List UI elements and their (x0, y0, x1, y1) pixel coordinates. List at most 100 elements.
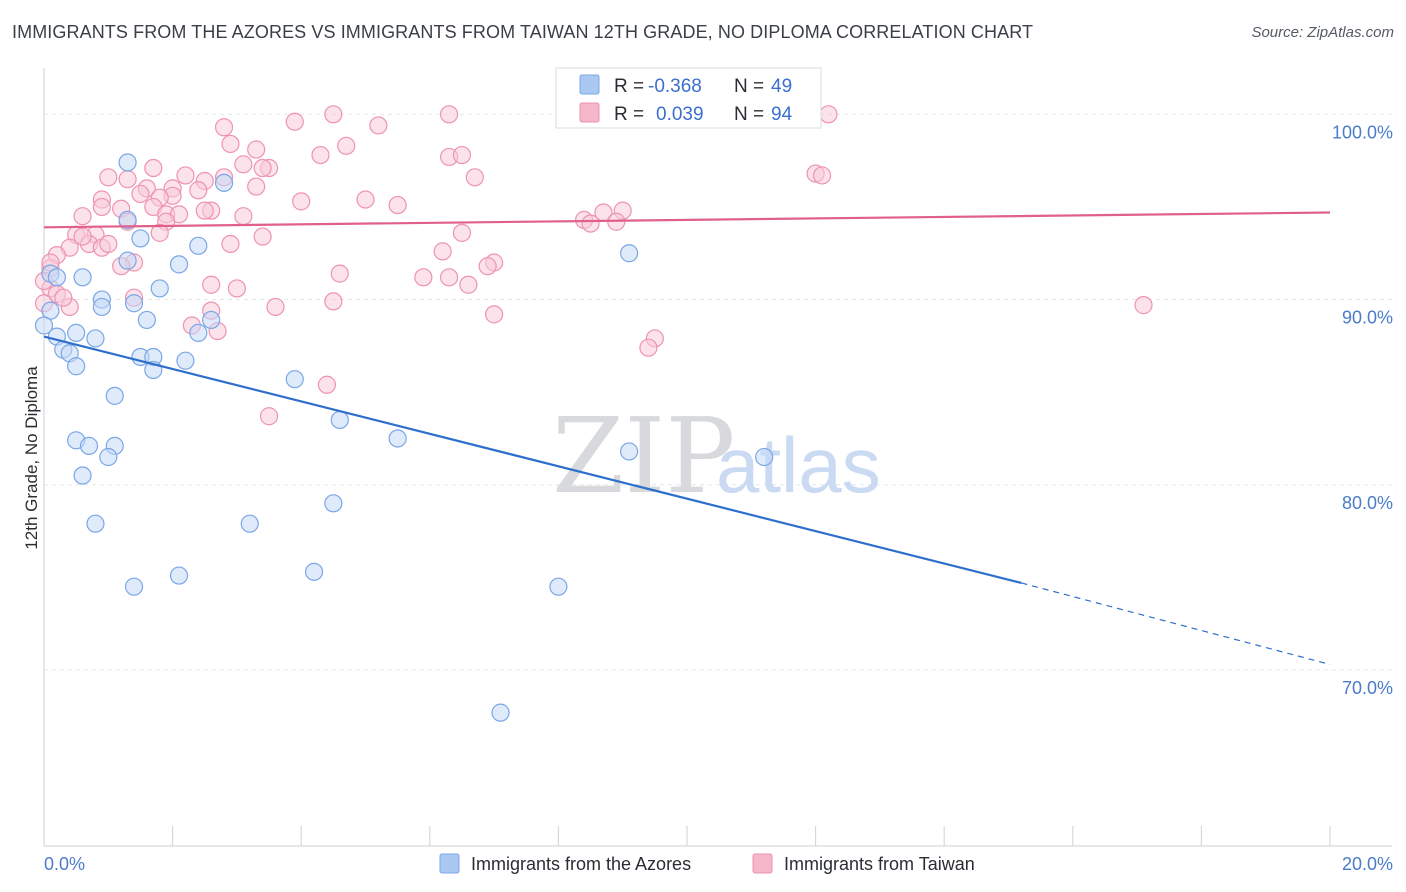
legend-n-value-azores: 49 (771, 76, 792, 97)
point-s0-30 (105, 386, 124, 405)
axes (43, 68, 1392, 847)
point-s1-68 (414, 268, 433, 287)
y-tick-label-2: 80.0% (1342, 493, 1393, 513)
y-tick-labels: 100.0% 90.0% 80.0% 70.0% (1332, 122, 1393, 698)
point-s0-41 (86, 514, 105, 533)
point-s1-2 (819, 105, 838, 124)
y-tick-label-1: 90.0% (1342, 308, 1393, 328)
point-s1-4 (369, 116, 388, 135)
point-s0-42 (240, 514, 259, 533)
point-s1-11 (311, 145, 330, 165)
legend-r-label-taiwan: R = (614, 104, 644, 125)
point-s1-10 (452, 145, 472, 165)
point-s0-18 (67, 323, 86, 342)
point-s0-9 (73, 268, 92, 287)
point-s0-37 (755, 447, 774, 467)
point-s1-28 (131, 184, 150, 204)
point-s1-72 (202, 275, 221, 294)
point-s0-2 (118, 210, 137, 229)
point-s1-18 (176, 166, 195, 185)
point-s1-49 (581, 214, 600, 233)
point-s0-6 (118, 251, 137, 270)
point-s1-64 (478, 257, 497, 276)
point-s0-44 (169, 566, 189, 585)
point-s0-43 (304, 562, 324, 581)
legend-frame (555, 67, 822, 129)
point-s1-6 (337, 136, 356, 155)
legend-r-value-azores: -0.368 (648, 76, 702, 97)
watermark-zip: ZIP (552, 395, 735, 517)
point-s1-85 (639, 338, 658, 357)
point-s1-3 (285, 112, 304, 131)
point-s1-42 (73, 207, 92, 226)
bottom-legend-swatch-taiwan (752, 853, 773, 874)
bottom-legend-label-azores: Immigrants from the Azores (471, 854, 691, 874)
correlation-legend: R = -0.368 N = 49 R = 0.039 N = 94 (555, 67, 822, 129)
point-s1-81 (1134, 296, 1153, 315)
point-s1-0 (324, 105, 343, 124)
point-s0-29 (285, 370, 304, 389)
x-tick-label-0: 0.0% (44, 854, 85, 874)
point-s1-55 (452, 223, 472, 242)
trend-line-s0 (43, 335, 1022, 585)
point-s0-38 (99, 447, 118, 467)
point-s1-15 (253, 158, 272, 178)
legend-n-value-taiwan: 94 (771, 104, 793, 125)
bottom-legend-swatch-azores (439, 853, 460, 874)
point-s1-1 (439, 105, 459, 124)
point-s0-45 (124, 577, 144, 596)
legend-r-label-azores: R = (614, 76, 644, 97)
point-s0-10 (150, 279, 169, 298)
point-s1-16 (99, 168, 118, 187)
point-s1-12 (234, 155, 253, 174)
point-s0-8 (47, 268, 66, 287)
point-s0-0 (118, 153, 137, 172)
point-s1-91 (99, 234, 118, 254)
point-s1-34 (92, 197, 111, 217)
point-s1-43 (234, 207, 253, 226)
legend-swatch-azores (579, 74, 600, 95)
y-tick-label-3: 70.0% (1342, 678, 1393, 698)
series-0-points (34, 153, 774, 722)
watermark-atlas: atlas (716, 421, 881, 509)
point-s0-34 (79, 436, 99, 455)
point-s1-69 (439, 268, 459, 287)
point-s0-33 (388, 429, 407, 448)
point-s1-79 (485, 305, 504, 324)
point-s1-32 (292, 192, 311, 211)
trend-lines (43, 211, 1331, 666)
point-s0-47 (620, 244, 639, 263)
point-s0-39 (73, 466, 92, 485)
bottom-legend-label-taiwan: Immigrants from Taiwan (784, 854, 975, 874)
point-s0-13 (92, 297, 111, 317)
point-s1-54 (253, 227, 272, 246)
point-s1-33 (356, 190, 375, 209)
point-s0-1 (214, 173, 234, 192)
point-s0-3 (131, 229, 150, 248)
trend-line-s1 (43, 211, 1331, 229)
grid-lines (44, 113, 1392, 671)
point-s1-24 (247, 177, 266, 196)
point-s1-71 (227, 279, 246, 298)
point-s0-16 (202, 310, 221, 330)
point-s1-90 (73, 227, 92, 246)
point-s0-12 (124, 294, 144, 313)
point-s1-67 (330, 264, 349, 283)
point-s1-14 (144, 158, 163, 178)
point-s1-41 (195, 201, 214, 220)
point-s0-26 (176, 351, 195, 370)
series-1-points (34, 105, 1153, 426)
point-s1-35 (388, 195, 407, 215)
legend-swatch-taiwan (579, 102, 600, 123)
point-s1-70 (459, 275, 478, 294)
legend-n-label-taiwan: N = (734, 104, 764, 125)
point-s0-17 (34, 316, 54, 335)
point-s1-88 (54, 288, 73, 307)
point-s1-5 (214, 118, 234, 137)
point-s0-40 (324, 494, 343, 513)
point-s1-77 (266, 297, 285, 317)
x-tick-label-1: 20.0% (1342, 854, 1393, 874)
point-s1-51 (150, 223, 169, 242)
point-s0-31 (330, 410, 349, 430)
